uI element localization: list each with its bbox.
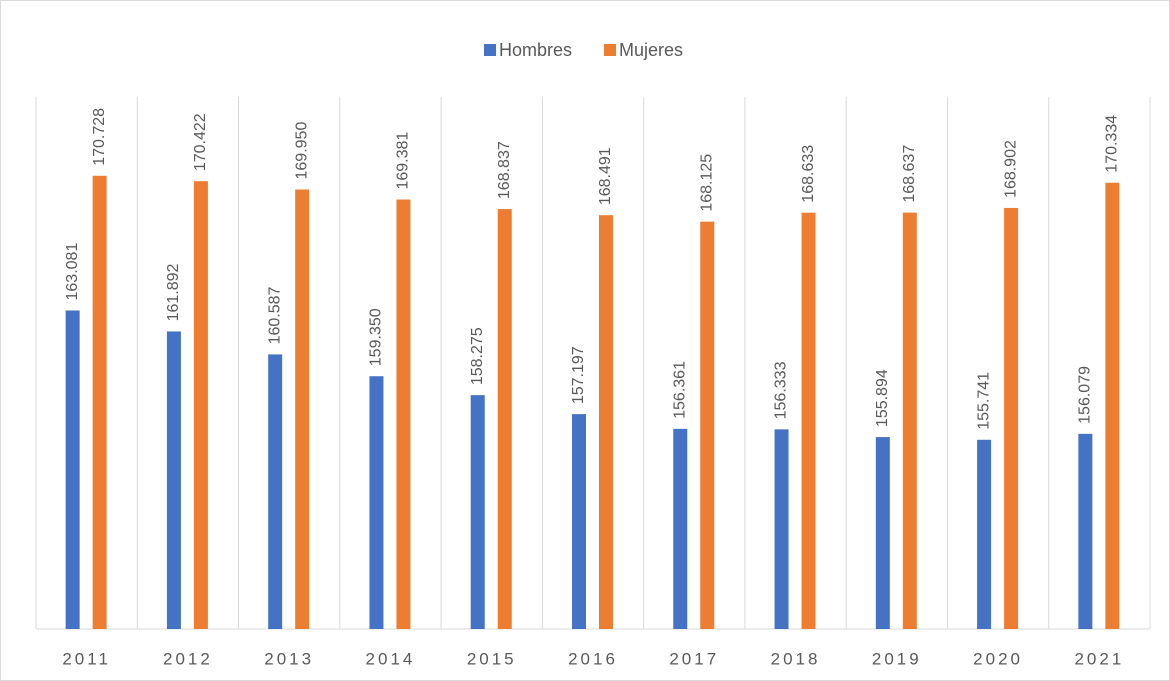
data-label: 170.422: [192, 113, 209, 171]
bar: [774, 429, 789, 629]
bar: [572, 414, 586, 629]
x-tick-label: 2015: [467, 649, 517, 668]
data-label: 170.728: [91, 108, 108, 166]
bar: [977, 439, 992, 629]
data-label: 169.381: [395, 132, 412, 190]
data-label: 156.361: [671, 361, 688, 419]
data-label: 168.633: [800, 145, 817, 203]
data-label: 161.892: [165, 263, 182, 321]
bar: [902, 212, 917, 630]
bar: [1078, 433, 1093, 629]
data-label: 159.350: [368, 308, 385, 366]
bar: [92, 175, 107, 630]
bar: [193, 181, 208, 629]
bar: [700, 221, 715, 629]
legend-label: Hombres: [499, 40, 572, 60]
data-label: 168.491: [597, 147, 614, 205]
data-label: 163.081: [64, 243, 81, 301]
bar: [65, 310, 80, 629]
data-label: 168.125: [698, 154, 715, 212]
x-tick-label: 2020: [973, 649, 1023, 668]
bar: [268, 354, 283, 629]
bar: [166, 331, 181, 629]
data-label: 156.333: [773, 361, 790, 419]
bar: [369, 376, 384, 629]
x-tick-label: 2012: [163, 649, 213, 668]
bar: [470, 395, 485, 629]
bar: [1004, 207, 1019, 630]
legend-label: Mujeres: [619, 40, 683, 60]
data-label: 168.902: [1002, 140, 1019, 198]
x-tick-label: 2021: [1074, 649, 1124, 668]
legend-swatch: [604, 44, 616, 56]
bar: [295, 189, 310, 629]
bar: [599, 215, 613, 629]
legend-swatch: [484, 44, 496, 56]
data-label: 170.334: [1104, 115, 1121, 173]
data-label: 156.079: [1077, 366, 1094, 424]
bar: [875, 437, 890, 629]
data-label: 157.197: [570, 346, 587, 404]
bar: [1105, 182, 1120, 629]
x-tick-label: 2018: [771, 649, 821, 668]
x-tick-label: 2013: [264, 649, 314, 668]
x-tick-label: 2014: [366, 649, 416, 668]
data-label: 155.894: [874, 369, 891, 427]
data-label: 168.837: [496, 141, 513, 199]
x-tick-label: 2011: [62, 649, 111, 668]
bar: [673, 428, 688, 629]
bar: [497, 209, 512, 629]
data-label: 160.587: [266, 286, 283, 344]
data-label: 158.275: [469, 327, 486, 385]
x-tick-label: 2017: [669, 649, 719, 668]
x-tick-label: 2016: [568, 649, 618, 668]
x-tick-label: 2019: [872, 649, 922, 668]
bar: [801, 212, 816, 629]
data-label: 168.637: [901, 145, 918, 203]
data-label: 169.950: [293, 122, 310, 180]
bar: [396, 199, 411, 629]
data-label: 155.741: [975, 372, 992, 430]
